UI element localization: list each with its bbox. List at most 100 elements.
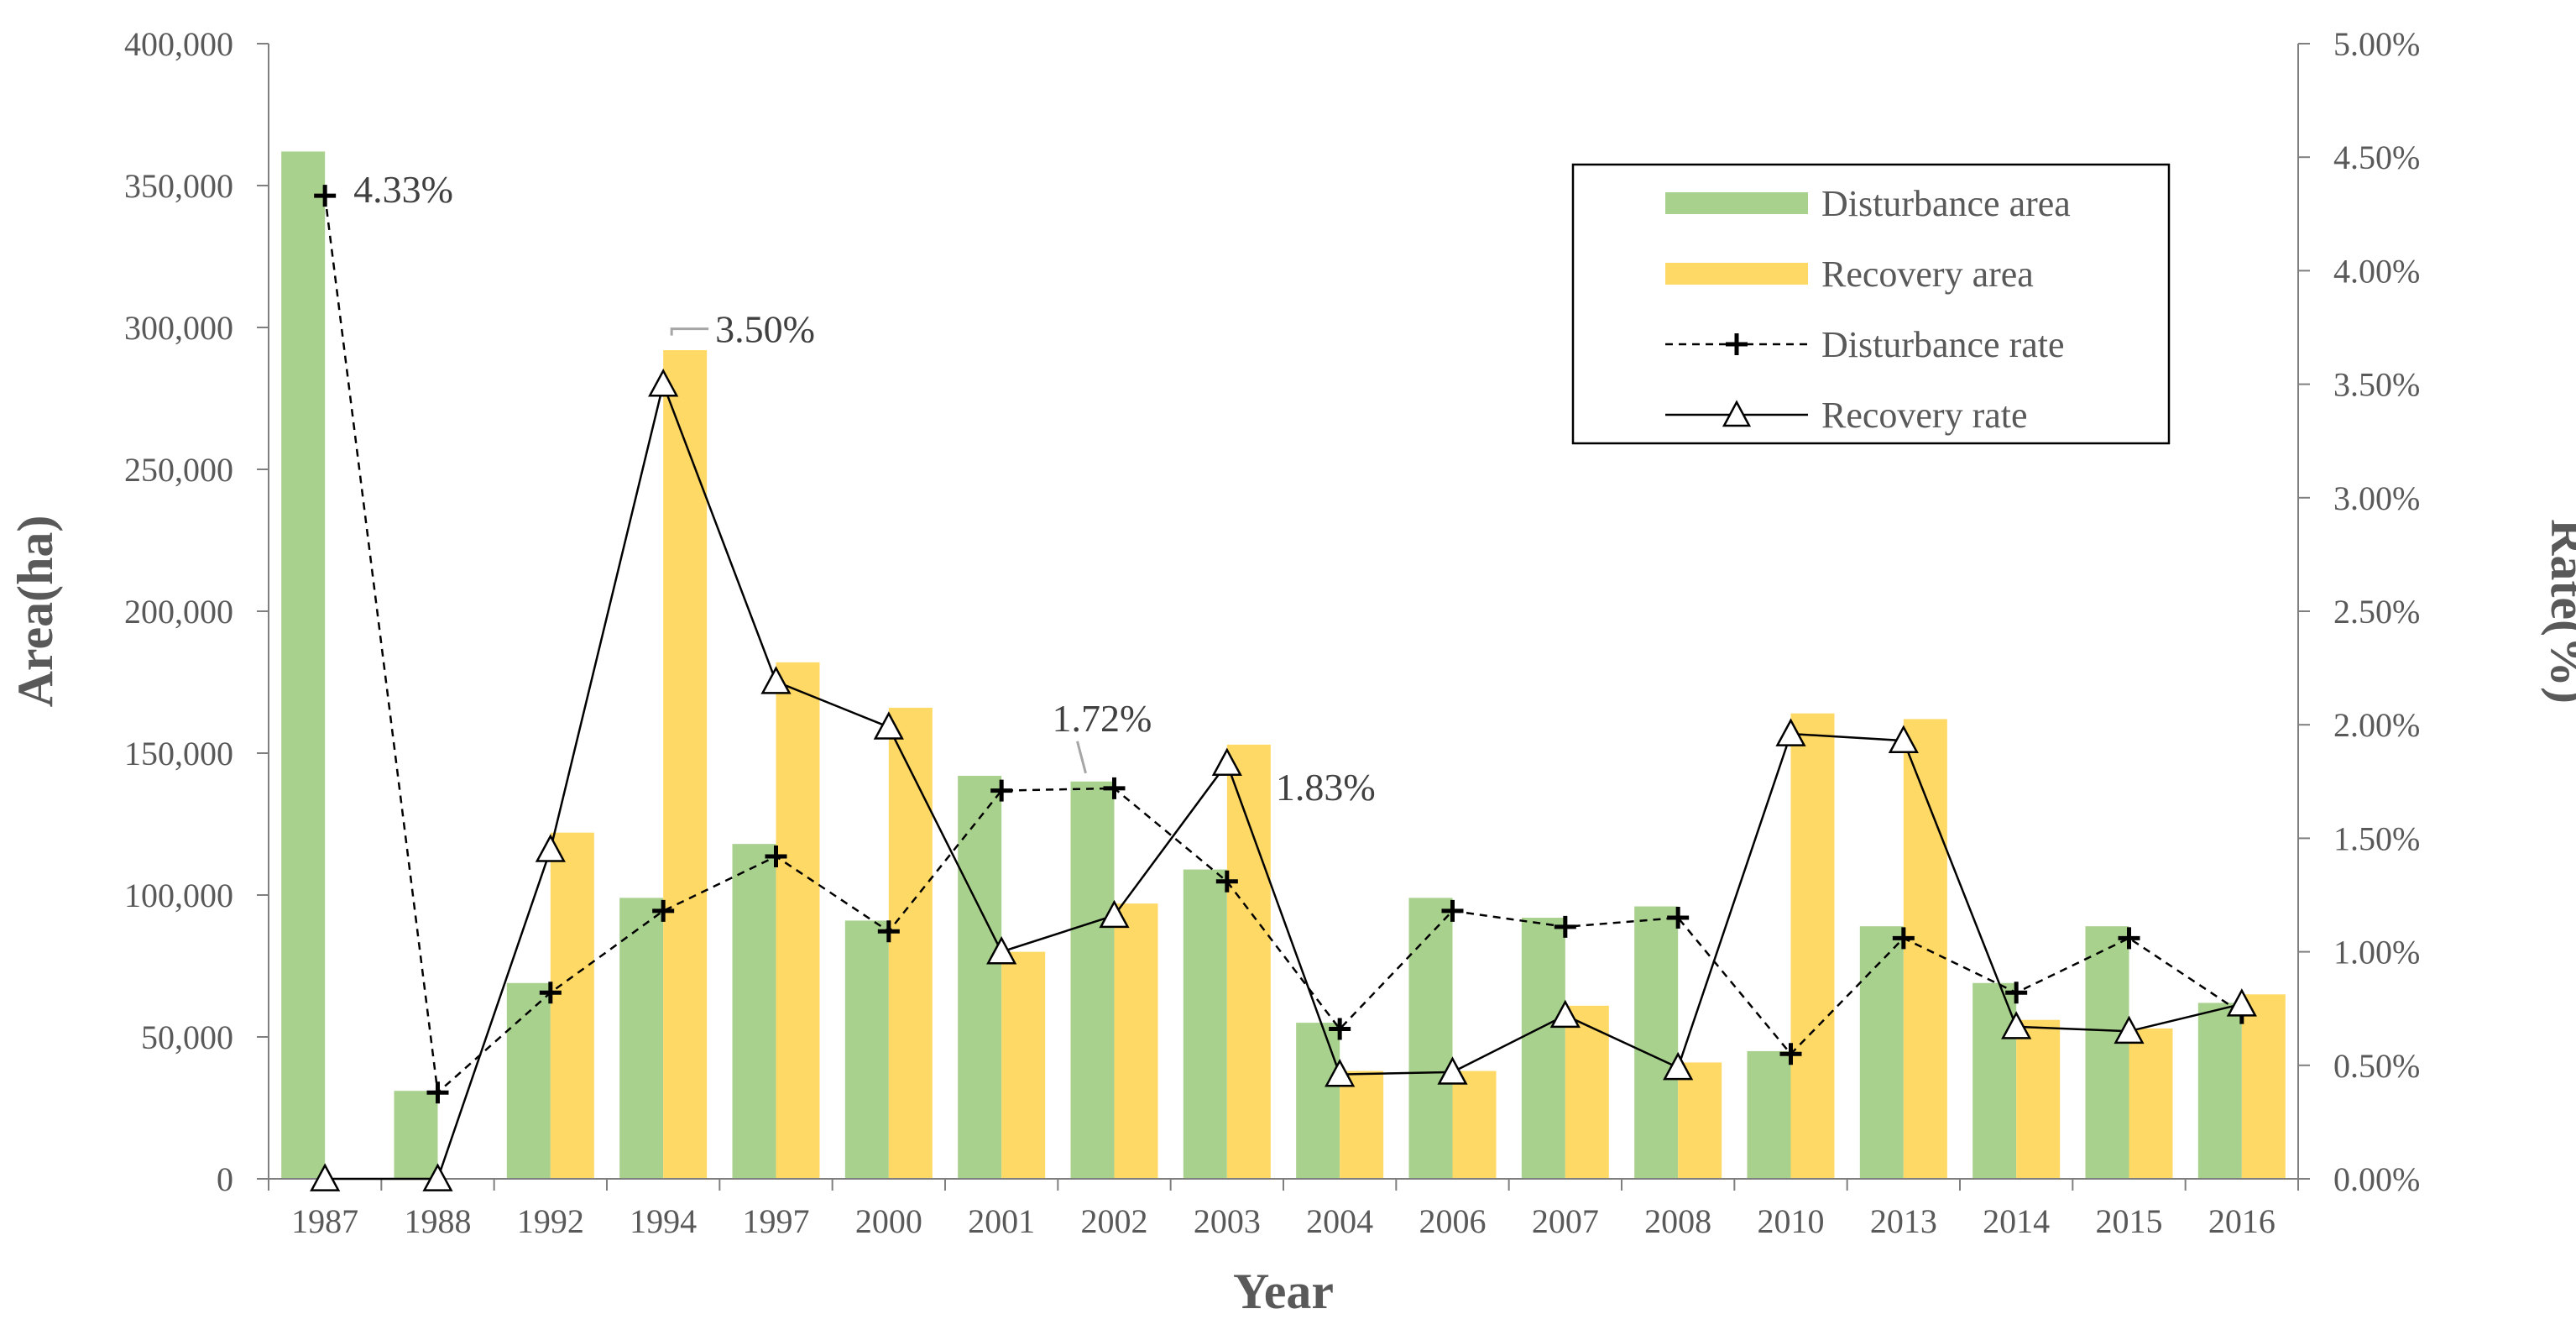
marker-recovery-rate-2003: [1211, 747, 1242, 777]
bar-disturbance-area-2001: [958, 776, 1002, 1179]
marker-disturbance-rate-2014: [2005, 982, 2028, 1004]
bar-recovery-area-2003: [1226, 744, 1271, 1179]
legend-label-disturbance-area: Disturbance area: [1821, 183, 2071, 224]
y2-tick-label: 4.00%: [2333, 252, 2420, 290]
bars-layer: [281, 151, 2286, 1180]
data-label-1994: 3.50%: [715, 308, 815, 351]
bar-recovery-area-1992: [550, 832, 594, 1179]
x-tick-label: 2002: [1081, 1202, 1148, 1240]
y2-tick-label: 0.00%: [2333, 1160, 2420, 1198]
bar-recovery-area-2010: [1790, 713, 1835, 1179]
x-tick-label: 1987: [291, 1202, 358, 1240]
marker-disturbance-rate-2002: [1103, 777, 1126, 799]
annotation-leader-2002: [1076, 741, 1087, 774]
legend: Disturbance area Recovery area Disturbance…: [1571, 163, 2171, 445]
legend-label-disturbance-rate: Disturbance rate: [1821, 324, 2065, 365]
marker-disturbance-rate-1992: [539, 982, 562, 1004]
x-axis-title: Year: [1233, 1264, 1334, 1319]
x-tick-label: 2010: [1758, 1202, 1825, 1240]
bar-disturbance-area-2007: [1521, 918, 1565, 1179]
legend-label-recovery-rate: Recovery rate: [1821, 395, 2028, 436]
x-tick-label: 2004: [1306, 1202, 1373, 1240]
marker-recovery-rate-1988: [422, 1163, 453, 1191]
marker-disturbance-rate-1988: [426, 1081, 449, 1104]
marker-recovery-rate-2007: [1549, 999, 1581, 1029]
bar-recovery-area-1997: [776, 662, 820, 1179]
bar-disturbance-area-2004: [1296, 1023, 1340, 1179]
bar-disturbance-area-2003: [1183, 869, 1227, 1179]
legend-swatch-recovery-area: [1665, 263, 1808, 285]
bar-disturbance-area-1994: [619, 898, 664, 1179]
x-tick-label: 1997: [743, 1202, 810, 1240]
marker-recovery-rate-2006: [1437, 1056, 1468, 1085]
axes-layer: [257, 43, 2310, 1191]
marker-recovery-rate-2016: [2226, 988, 2257, 1017]
y-tick-label: 300,000: [124, 309, 233, 347]
bar-disturbance-area-2014: [1972, 982, 2017, 1179]
bar-disturbance-area-1992: [506, 982, 551, 1179]
marker-disturbance-rate-1994: [652, 899, 675, 922]
marker-disturbance-rate-2000: [877, 920, 900, 943]
legend-marker-recovery-rate: [1722, 400, 1752, 427]
bar-recovery-area-2014: [2016, 1019, 2061, 1179]
legend-marker-disturbance-rate: [1726, 333, 1748, 355]
x-tick-label: 2016: [2208, 1202, 2276, 1240]
annotation-leader-1994: [670, 327, 709, 336]
legend-swatch-disturbance-area: [1665, 192, 1808, 214]
marker-disturbance-rate-1987: [314, 185, 337, 207]
y-tick-label: 350,000: [124, 167, 233, 205]
bar-recovery-area-2016: [2241, 994, 2286, 1179]
marker-recovery-rate-2002: [1099, 899, 1130, 929]
y2-tick-label: 3.00%: [2333, 479, 2420, 517]
x-tick-label: 2001: [968, 1202, 1035, 1240]
bar-disturbance-area-1987: [281, 151, 326, 1180]
bar-recovery-area-2002: [1114, 903, 1158, 1179]
x-tick-label: 2006: [1419, 1202, 1487, 1240]
bar-recovery-area-2007: [1565, 1005, 1609, 1179]
marker-disturbance-rate-2015: [2118, 927, 2140, 950]
marker-recovery-rate-1992: [535, 834, 566, 862]
bar-disturbance-area-2015: [2085, 926, 2129, 1179]
lines-layer: [323, 196, 2243, 1181]
marker-recovery-rate-2013: [1888, 725, 1919, 753]
bar-disturbance-area-1988: [394, 1091, 438, 1179]
marker-recovery-rate-2008: [1663, 1051, 1694, 1081]
data-label-2002: 1.72%: [1053, 697, 1152, 740]
y2-tick-label: 1.00%: [2333, 934, 2420, 971]
y-tick-label: 150,000: [124, 735, 233, 772]
x-tick-label: 1992: [517, 1202, 584, 1240]
line-disturbance-rate: [323, 196, 2243, 1095]
bar-disturbance-area-2016: [2197, 1003, 2242, 1179]
bar-recovery-area-2008: [1678, 1062, 1722, 1179]
x-tick-label: 1988: [405, 1202, 472, 1240]
y2-tick-label: 1.50%: [2333, 819, 2420, 857]
line-recovery-rate: [325, 380, 2243, 1181]
bar-recovery-area-2015: [2129, 1028, 2173, 1179]
y-tick-label: 200,000: [124, 593, 233, 631]
marker-disturbance-rate-2004: [1329, 1018, 1351, 1040]
bar-disturbance-area-2008: [1634, 906, 1679, 1179]
y2-axis-title: Rate(%): [2541, 519, 2576, 704]
y-tick-label: 400,000: [124, 25, 233, 63]
x-tick-label: 2003: [1194, 1202, 1261, 1240]
x-tick-label: 2007: [1532, 1202, 1599, 1240]
data-label-2003: 1.83%: [1276, 766, 1376, 809]
legend-label-recovery-area: Recovery area: [1821, 254, 2034, 295]
x-tick-label: 1994: [630, 1202, 697, 1240]
bar-recovery-area-2000: [888, 707, 933, 1179]
marker-disturbance-rate-2001: [990, 779, 1013, 802]
y2-tick-label: 5.00%: [2333, 25, 2420, 63]
marker-disturbance-rate-2013: [1892, 927, 1915, 950]
ticks-layer: 0 50,000 100,000 150,000 200,000 250,000 300,0…: [124, 25, 2420, 1240]
marker-disturbance-rate-2008: [1667, 907, 1690, 929]
data-label-1987: 4.33%: [353, 168, 453, 211]
bar-disturbance-area-2000: [844, 920, 889, 1179]
markers-layer: [310, 185, 2257, 1191]
marker-recovery-rate-2015: [2114, 1015, 2145, 1044]
bar-disturbance-area-2006: [1408, 898, 1453, 1179]
y2-tick-label: 0.50%: [2333, 1047, 2420, 1085]
y-tick-label: 0: [217, 1160, 233, 1198]
annotations-layer: 4.33% 3.50% 1.72% 1.83%: [353, 168, 1375, 809]
y2-tick-label: 3.50%: [2333, 366, 2420, 404]
